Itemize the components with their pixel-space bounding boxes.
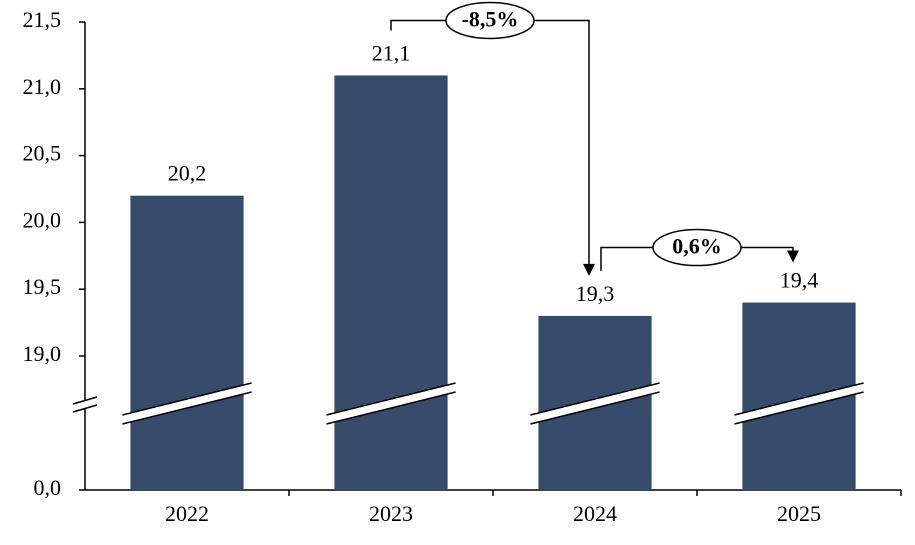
x-tick-label: 2023 (369, 501, 413, 526)
y-tick-label: 21,0 (23, 74, 62, 99)
value-label: 20,2 (168, 161, 207, 186)
bar (334, 75, 448, 490)
bar-break (734, 382, 864, 416)
x-tick-label: 2024 (573, 501, 617, 526)
annotation-bubble (445, 1, 535, 40)
bar-break (530, 382, 660, 416)
bar-break (122, 382, 252, 416)
y-tick-label: 21,5 (23, 7, 62, 32)
axis-break (72, 396, 98, 405)
axis-break-gap (75, 398, 95, 412)
value-label: 19,3 (576, 281, 615, 306)
bar-break (530, 391, 660, 425)
y-tick-label: 20,0 (23, 207, 62, 232)
bar-break (326, 382, 456, 416)
value-label: 19,4 (780, 268, 819, 293)
y-tick-label: 0,0 (34, 475, 62, 500)
bar-break-gap (530, 383, 660, 424)
arrow-head (787, 250, 799, 263)
annotation-text: 0,6% (672, 234, 722, 259)
arrow-head (583, 263, 595, 276)
y-tick-label: 19,0 (23, 341, 62, 366)
y-tick-label: 20,5 (23, 141, 62, 166)
axis-break (72, 404, 98, 413)
x-tick-label: 2025 (777, 501, 821, 526)
value-label: 21,1 (372, 40, 411, 65)
bar-break (326, 391, 456, 425)
bar (130, 195, 244, 490)
bar-break (734, 391, 864, 425)
y-tick-label: 19,5 (23, 274, 62, 299)
bar-break (122, 391, 252, 425)
annotation-bubble (652, 228, 742, 267)
x-tick-label: 2022 (165, 501, 209, 526)
bar-break-gap (122, 383, 252, 424)
bar-break-gap (326, 383, 456, 424)
annotation-text: -8,5% (462, 6, 519, 31)
bar-break-gap (734, 383, 864, 424)
